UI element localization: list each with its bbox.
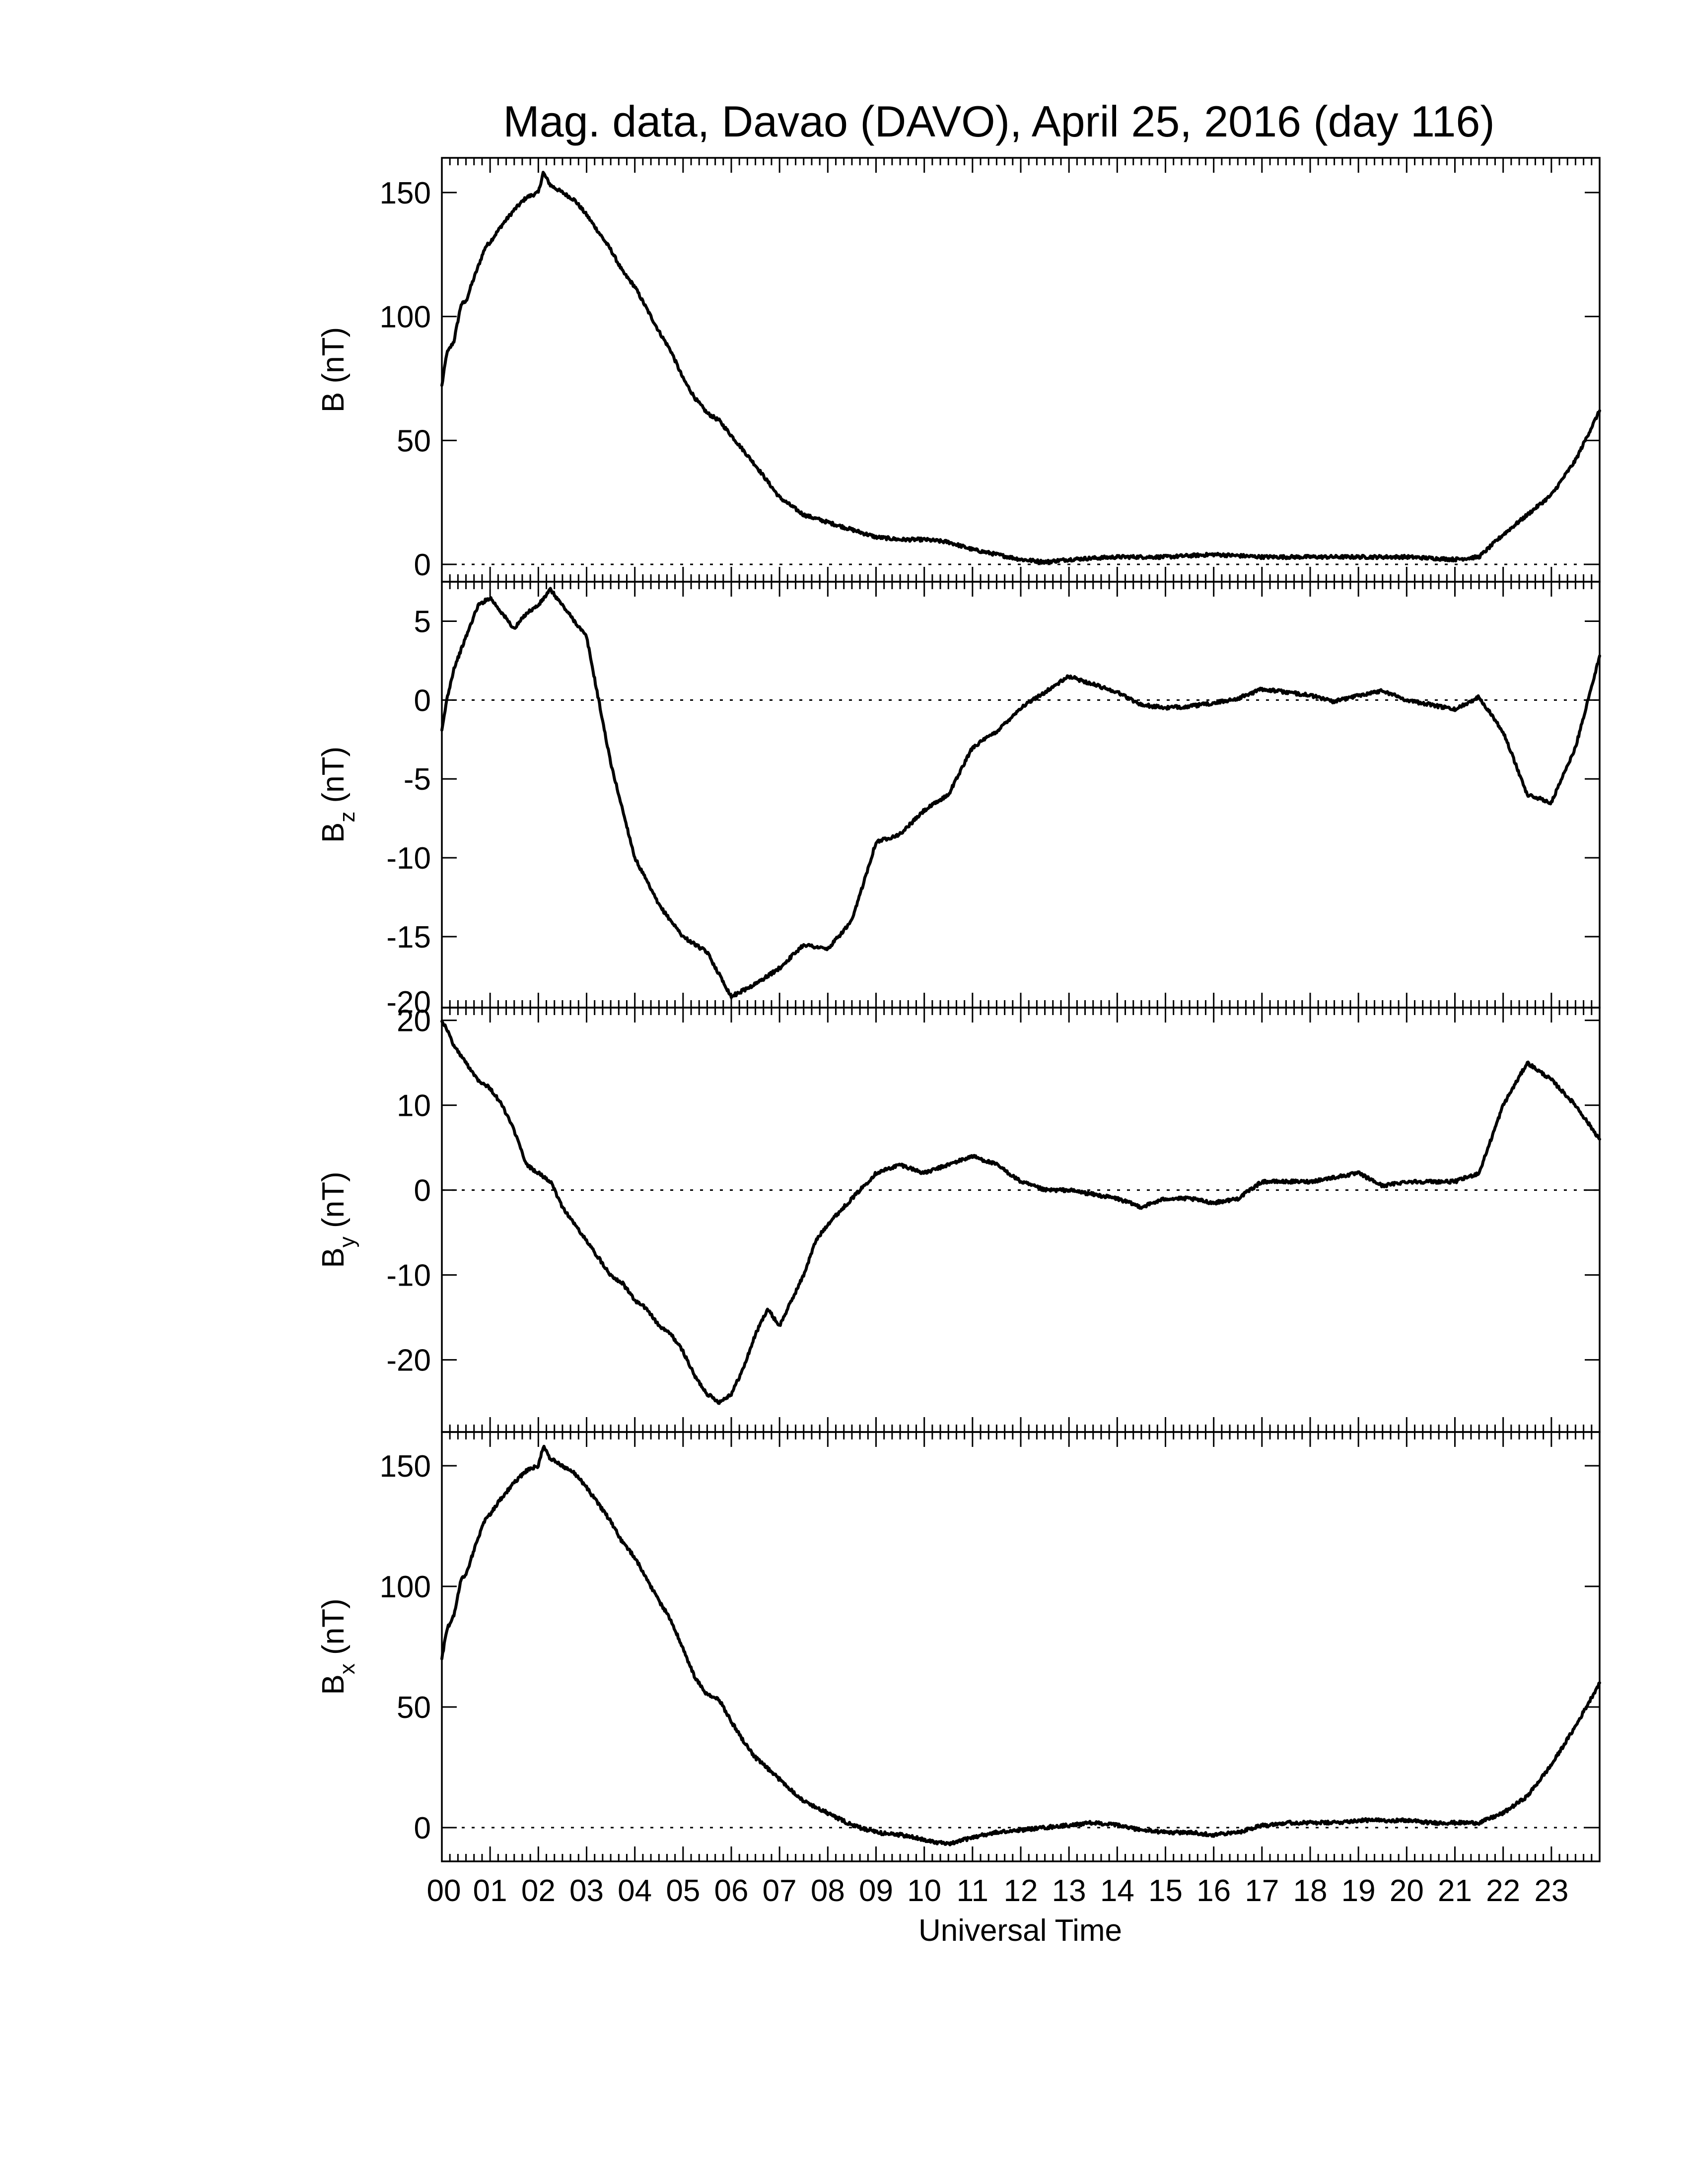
panel-b-total: 0 50 100 150 B (nT): [316, 157, 1601, 583]
y-tick-label: -20: [386, 1344, 431, 1378]
y-axis: -20 -10 0 10 20: [386, 1004, 1600, 1378]
y-tick-label: 0: [414, 1174, 431, 1208]
x-tick-label: 07: [763, 1874, 797, 1908]
y-tick-label: 5: [414, 605, 431, 639]
x-tick-label: 04: [618, 1874, 652, 1908]
x-tick-labels: 00 01 02 03 04 05 06 07 08 09 10 11 12 13 14 15 16 17 18 19…: [427, 1874, 1569, 1908]
x-tick-label: 23: [1534, 1874, 1568, 1908]
data-trace-b: [440, 171, 1601, 565]
x-tick-label: 00: [427, 1874, 461, 1908]
x-tick-label: 17: [1245, 1874, 1279, 1908]
y-tick-label: 100: [380, 300, 431, 335]
y-tick-label: 100: [380, 1570, 431, 1604]
x-tick-label: 15: [1148, 1874, 1183, 1908]
x-tick-label: 12: [1004, 1874, 1038, 1908]
y-axis-label: Bx (nT): [316, 1598, 359, 1695]
x-tick-label: 20: [1390, 1874, 1424, 1908]
x-tick-label: 05: [666, 1874, 700, 1908]
y-tick-label: 50: [397, 1691, 431, 1725]
y-axis-label: B (nT): [316, 327, 351, 412]
x-tick-label: 08: [811, 1874, 845, 1908]
x-tick-label: 19: [1341, 1874, 1376, 1908]
y-tick-label: 20: [397, 1004, 431, 1038]
data-trace-by: [440, 1020, 1601, 1405]
x-axis-label: Universal Time: [918, 1913, 1122, 1948]
y-tick-label: 0: [414, 683, 431, 718]
x-tick-label: 06: [714, 1874, 749, 1908]
data-trace-bx: [440, 1444, 1601, 1846]
data-trace-bz: [440, 587, 1601, 999]
x-axis-ticks: [441, 1432, 1601, 1861]
y-axis-label: By (nT): [316, 1171, 359, 1268]
y-tick-label: 10: [397, 1089, 431, 1123]
y-axis: 0 50 100 150: [380, 1449, 1600, 1845]
x-tick-label: 21: [1438, 1874, 1472, 1908]
y-axis: 0 50 100 150: [380, 176, 1600, 582]
x-tick-label: 01: [473, 1874, 507, 1908]
x-tick-label: 16: [1196, 1874, 1231, 1908]
y-tick-label: -15: [386, 920, 431, 955]
y-axis: -15 -10 -5 0 5 -20: [386, 605, 1600, 1020]
x-tick-label: 13: [1052, 1874, 1086, 1908]
x-tick-label: 09: [859, 1874, 893, 1908]
x-tick-label: 11: [957, 1874, 988, 1908]
x-tick-label: 03: [569, 1874, 604, 1908]
y-tick-label: 0: [414, 548, 431, 582]
x-tick-label: 02: [521, 1874, 556, 1908]
chart-title: Mag. data, Davao (DAVO), April 25, 2016 …: [503, 97, 1494, 146]
x-tick-label: 22: [1486, 1874, 1520, 1908]
x-axis-ticks: [441, 1008, 1601, 1432]
x-tick-label: 14: [1100, 1874, 1134, 1908]
x-tick-label: 18: [1293, 1874, 1328, 1908]
x-axis-ticks: [441, 158, 1601, 582]
y-tick-label: -10: [386, 841, 431, 876]
y-tick-label: -5: [404, 762, 431, 797]
y-tick-label: 150: [380, 176, 431, 210]
y-tick-label: -10: [386, 1259, 431, 1293]
y-tick-label: -20: [386, 985, 431, 1020]
y-tick-label: 150: [380, 1449, 431, 1484]
panel-bz: -15 -10 -5 0 5 -20 Bz (nT): [316, 581, 1601, 1020]
panel-bx: 0 50 100 150 Bx (nT): [316, 1431, 1601, 1862]
y-tick-label: 50: [397, 424, 431, 458]
y-axis-label: Bz (nT): [316, 747, 359, 843]
x-axis-ticks: [441, 582, 1601, 1008]
x-tick-label: 10: [907, 1874, 941, 1908]
y-tick-label: 0: [414, 1811, 431, 1845]
